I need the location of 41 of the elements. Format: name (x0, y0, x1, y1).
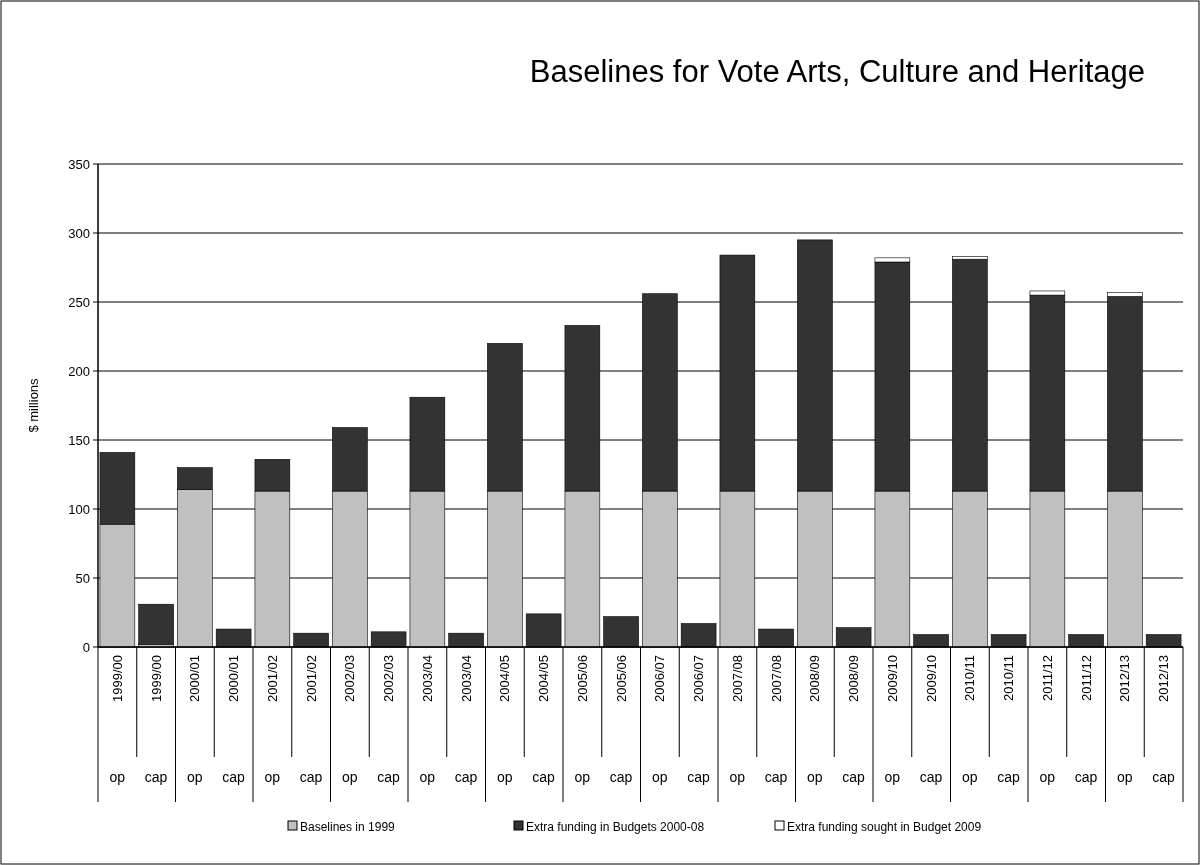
y-tick-label: 0 (82, 639, 90, 655)
legend-label: Baselines in 1999 (300, 820, 396, 834)
category-label: 2001/02 cap (299, 655, 323, 785)
y-tick-label: 250 (68, 294, 90, 310)
category-label: 2008/09 op (807, 655, 823, 785)
category-label: 2006/07 cap (687, 655, 710, 785)
category-label: 2009/10 cap (919, 655, 943, 785)
chart-title: Baselines for Vote Arts, Culture and Heritage (529, 54, 1145, 89)
category-label: 2005/06 cap (609, 655, 633, 785)
category-label: 2007/08 op (729, 655, 746, 785)
category-label: 2007/08 cap (764, 655, 788, 785)
category-label: 2002/03 cap (377, 655, 400, 785)
category-label: 2003/04 cap (454, 655, 478, 785)
category-label: 2011/12 op (1039, 655, 1056, 785)
category-label: 2009/10 op (884, 655, 901, 785)
category-label: 2010/11 op (962, 655, 978, 785)
y-tick-label: 100 (68, 501, 90, 517)
category-label: 2011/12 cap (1074, 655, 1098, 785)
category-label: 2001/02 op (264, 655, 281, 785)
category-label: 2012/13 cap (1152, 655, 1175, 785)
category-label: 2010/11 cap (997, 655, 1020, 785)
category-label: 2004/05 cap (532, 655, 555, 785)
category-label: 2000/01 cap (222, 655, 245, 785)
category-label: 2002/03 op (342, 655, 358, 785)
category-label: 1999/00 cap (144, 655, 168, 785)
legend-label: Extra funding sought in Budget 2009 (787, 820, 982, 834)
category-label: 2006/07 op (652, 655, 668, 785)
y-tick-label: 200 (68, 363, 90, 379)
category-label: 2005/06 op (574, 655, 591, 785)
category-label: 2003/04 op (419, 655, 436, 785)
category-label: 2000/01 op (187, 655, 203, 785)
y-tick-label: 150 (68, 432, 90, 448)
legend-label: Extra funding in Budgets 2000-08 (526, 820, 705, 834)
category-label: 2012/13 op (1117, 655, 1133, 785)
y-tick-label: 350 (68, 156, 90, 172)
y-tick-label: 300 (68, 225, 90, 241)
category-label: 1999/00 op (109, 655, 126, 785)
y-axis-title: $ millions (26, 377, 41, 433)
category-label: 2008/09 cap (842, 655, 865, 785)
y-tick-label: 50 (75, 570, 90, 586)
category-label: 2004/05 op (497, 655, 513, 785)
